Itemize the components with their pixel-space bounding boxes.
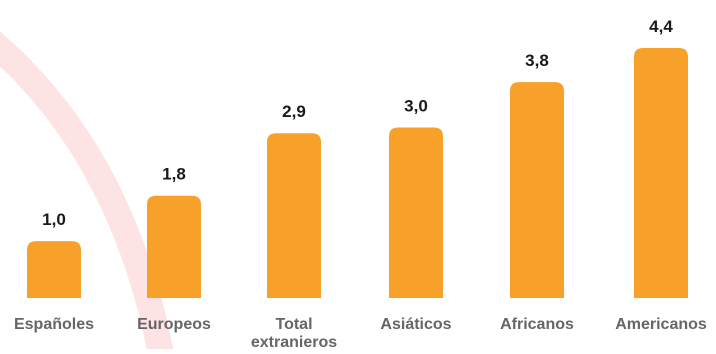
value-label-2: 2,9 — [282, 102, 306, 121]
bar-3 — [389, 127, 443, 298]
bar-4 — [510, 82, 564, 298]
bar-0 — [27, 241, 81, 298]
category-label-0: Españoles — [14, 316, 94, 333]
value-label-0: 1,0 — [42, 210, 66, 229]
bar-5 — [634, 48, 688, 298]
value-labels-group: 1,0 1,8 2,9 3,0 3,8 4,4 — [42, 17, 673, 229]
value-label-3: 3,0 — [404, 97, 428, 116]
bars-group — [27, 48, 688, 298]
background-arc — [0, 31, 173, 354]
category-label-4: Africanos — [500, 316, 574, 333]
category-label-1: Europeos — [137, 316, 211, 333]
bar-2 — [267, 133, 321, 298]
bar-1 — [147, 195, 201, 298]
background-decoration — [0, 31, 173, 354]
category-label-2: Total extranieros — [251, 316, 337, 349]
value-label-1: 1,8 — [162, 165, 186, 184]
value-label-4: 3,8 — [525, 51, 549, 70]
category-label-3: Asiáticos — [380, 316, 451, 333]
category-label-5: Americanos — [615, 316, 707, 333]
value-label-5: 4,4 — [649, 17, 673, 36]
category-labels-group: Españoles Europeos Total extranieros Asiátic… — [14, 316, 707, 351]
